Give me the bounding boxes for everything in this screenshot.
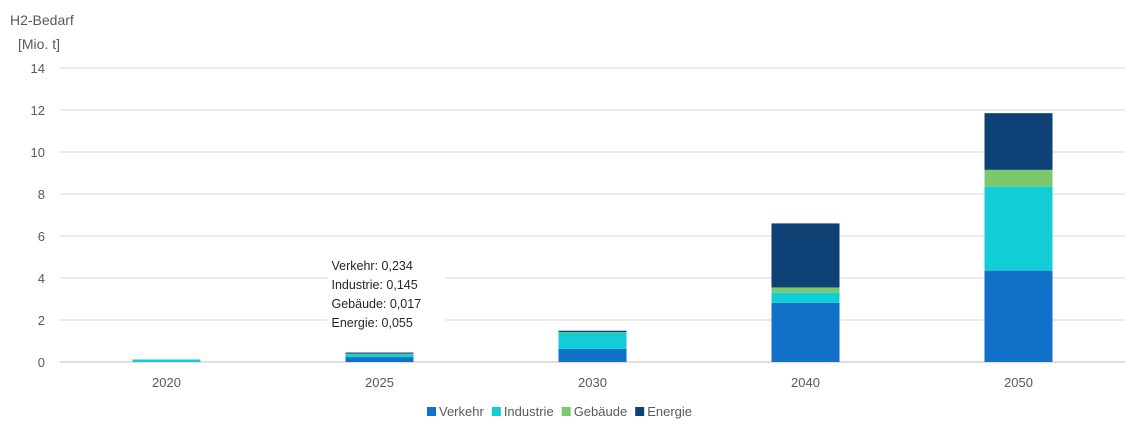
y-tick-label: 8 — [38, 187, 45, 202]
bar-segment-industrie — [771, 292, 840, 303]
x-tick-label: 2040 — [791, 375, 820, 390]
bar-segment-industrie — [558, 332, 627, 349]
legend-label: Energie — [647, 404, 692, 419]
x-tick-label: 2025 — [365, 375, 394, 390]
annotation-label: Gebäude: 0,017 — [332, 297, 422, 311]
y-tick-label: 2 — [38, 313, 45, 328]
legend: Verkehr Industrie Gebäude Energie — [427, 404, 692, 419]
y-tick-label: 12 — [31, 103, 45, 118]
bar-segment-energie — [558, 330, 627, 333]
legend-swatch — [491, 407, 501, 416]
bar-segment-industrie — [984, 186, 1053, 271]
legend-swatch — [635, 407, 645, 416]
legend-swatch — [427, 407, 436, 416]
bar-segment-gebäude — [984, 169, 1053, 187]
y-tick-label: 14 — [31, 61, 45, 76]
annotation-box — [327, 255, 446, 341]
y-tick-labels: 0 2 4 6 8 10 12 14 — [31, 61, 45, 370]
legend-swatch — [561, 407, 571, 416]
legend-label: Gebäude — [574, 404, 628, 419]
y-tick-label: 4 — [38, 271, 45, 286]
y-axis-label-line2: [Mio. t] — [18, 36, 60, 52]
annotation-label: Industrie: 0,145 — [332, 278, 418, 292]
data-annotation: Verkehr: 0,234 Industrie: 0,145 Gebäude: 0… — [327, 255, 446, 341]
y-axis-label-line1: H2-Bedarf — [10, 12, 74, 28]
bar-segment-verkehr — [558, 348, 627, 362]
bar-segment-gebäude — [345, 353, 414, 355]
y-tick-label: 10 — [31, 145, 45, 160]
y-tick-label: 6 — [38, 229, 45, 244]
bar-segment-industrie — [132, 359, 201, 362]
y-tick-label: 0 — [38, 355, 45, 370]
bar-segment-verkehr — [984, 270, 1053, 362]
bar-segment-energie — [984, 113, 1053, 170]
x-tick-labels: 2020 2025 2030 2040 2050 — [152, 375, 1033, 390]
x-tick-label: 2020 — [152, 375, 181, 390]
bar-segment-gebäude — [771, 287, 840, 293]
bar-segment-verkehr — [345, 357, 414, 362]
legend-label: Verkehr — [439, 404, 484, 419]
x-tick-label: 2030 — [578, 375, 607, 390]
bar-segment-industrie — [345, 354, 414, 358]
bar-segment-verkehr — [771, 302, 840, 362]
x-tick-label: 2050 — [1004, 375, 1033, 390]
annotation-label: Energie: 0,055 — [332, 316, 413, 330]
legend-label: Industrie — [504, 404, 554, 419]
bar-segment-energie — [345, 352, 414, 354]
bar-segment-gebäude — [558, 332, 627, 333]
bar-segment-energie — [771, 223, 840, 288]
bars — [132, 113, 1053, 362]
annotation-label: Verkehr: 0,234 — [332, 259, 413, 273]
gridlines — [60, 67, 1125, 363]
